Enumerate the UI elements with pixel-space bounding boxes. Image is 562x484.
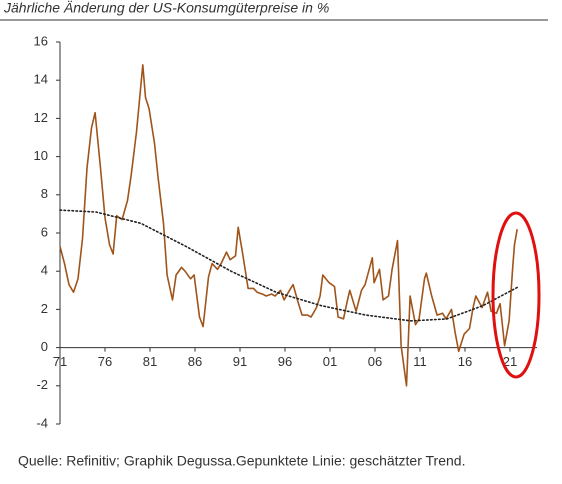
y-tick-label: -4 <box>36 415 48 430</box>
x-tick-label: 71 <box>53 354 67 369</box>
x-tick-label: 76 <box>98 354 112 369</box>
x-tick-label: 06 <box>368 354 382 369</box>
x-tick-label: 16 <box>458 354 472 369</box>
x-tick-label: 01 <box>323 354 337 369</box>
y-tick-label: 4 <box>41 263 48 278</box>
highlight-ellipse <box>491 211 541 379</box>
trend-line <box>59 209 520 322</box>
x-tick-label: 81 <box>143 354 157 369</box>
data-line <box>59 64 518 387</box>
y-tick-label: 0 <box>41 339 48 354</box>
y-tick-label: 2 <box>41 301 48 316</box>
y-tick-label: 12 <box>34 110 48 125</box>
y-tick-label: -2 <box>36 377 48 392</box>
y-tick-label: 6 <box>41 224 48 239</box>
y-tick-label: 10 <box>34 148 48 163</box>
chart-title: Jährliche Änderung der US-Konsumgüterpre… <box>3 0 329 16</box>
y-tick-label: 8 <box>41 186 48 201</box>
y-tick-label: 14 <box>34 72 48 87</box>
x-tick-label: 96 <box>278 354 292 369</box>
x-tick-label: 91 <box>233 354 247 369</box>
x-tick-label: 11 <box>413 354 427 369</box>
x-tick-label: 86 <box>188 354 202 369</box>
source-note: Quelle: Refinitiv; Graphik Degussa.Gepun… <box>18 453 465 469</box>
y-tick-label: 16 <box>34 33 48 48</box>
x-tick-label: 21 <box>503 354 517 369</box>
